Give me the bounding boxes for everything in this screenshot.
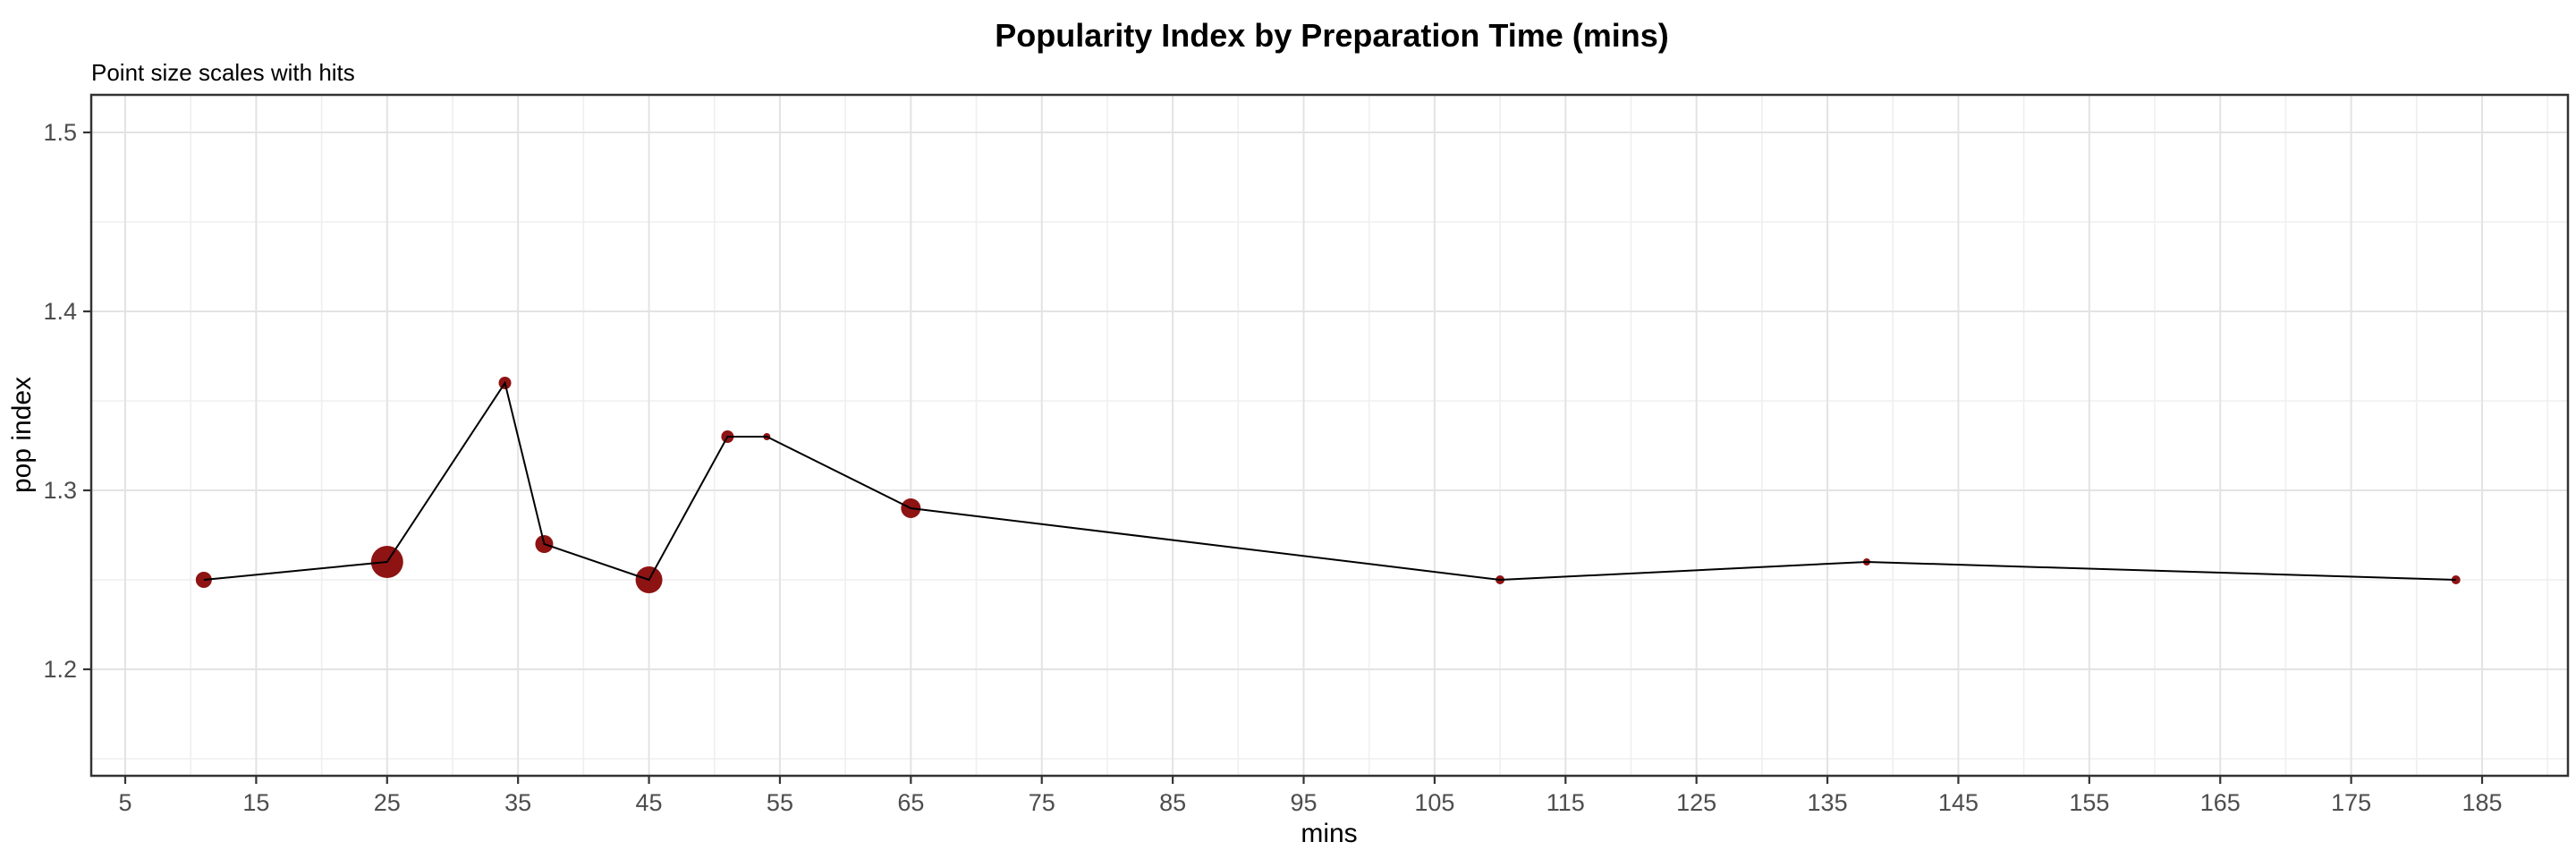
- x-tick-label: 95: [1290, 789, 1317, 816]
- gridlines-minor: [91, 95, 2568, 776]
- x-tick-label: 15: [242, 789, 269, 816]
- x-tick-label: 135: [1808, 789, 1848, 816]
- data-line: [203, 380, 2456, 582]
- chart-subtitle: Point size scales with hits: [91, 59, 355, 86]
- y-axis-tick-labels: 1.2 1.3 1.4 1.5: [43, 119, 77, 683]
- x-tick-label: 45: [636, 789, 663, 816]
- x-tick-label: 155: [2069, 789, 2109, 816]
- y-tick-label: 1.4: [43, 298, 77, 325]
- y-tick-label: 1.5: [43, 119, 77, 146]
- x-tick-label: 55: [767, 789, 793, 816]
- x-tick-label: 5: [118, 789, 131, 816]
- y-tick-label: 1.2: [43, 656, 77, 683]
- x-tick-label: 185: [2462, 789, 2502, 816]
- x-tick-label: 175: [2331, 789, 2371, 816]
- x-tick-label: 85: [1159, 789, 1186, 816]
- chart-title: Popularity Index by Preparation Time (mi…: [995, 17, 1669, 54]
- gridlines-major: [91, 95, 2568, 776]
- series-line: [203, 380, 2456, 582]
- x-tick-label: 145: [1938, 789, 1979, 816]
- x-tick-label: 125: [1676, 789, 1716, 816]
- x-tick-label: 105: [1414, 789, 1454, 816]
- x-tick-label: 115: [1546, 789, 1585, 816]
- x-tick-label: 65: [897, 789, 924, 816]
- x-tick-label: 35: [504, 789, 531, 816]
- x-tick-label: 165: [2200, 789, 2241, 816]
- y-axis-title: pop index: [7, 377, 37, 493]
- panel-border: [89, 93, 2570, 778]
- axis-tick-marks: [83, 131, 2484, 784]
- data-points: [195, 377, 2461, 593]
- x-tick-label: 75: [1029, 789, 1055, 816]
- x-axis-title: mins: [1301, 819, 1357, 848]
- x-axis-tick-labels: 5 15 25 35 45 55 65 75 85 95 105 115 125 135 145 155 165…: [118, 789, 2502, 816]
- y-tick-label: 1.3: [43, 477, 77, 504]
- x-tick-label: 25: [374, 789, 401, 816]
